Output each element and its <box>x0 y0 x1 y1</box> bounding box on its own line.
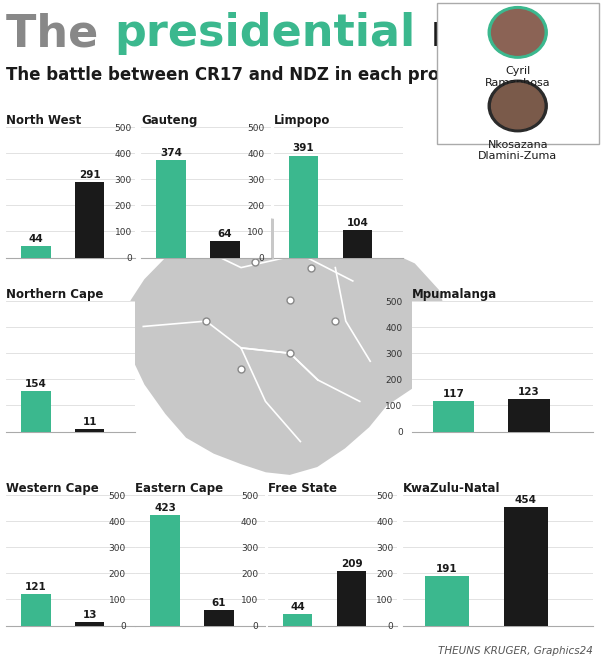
Circle shape <box>492 9 544 56</box>
Polygon shape <box>122 214 450 476</box>
Bar <box>21 246 51 258</box>
Bar <box>150 515 180 626</box>
Text: 291: 291 <box>79 169 101 179</box>
Bar <box>504 507 548 626</box>
Bar <box>21 594 51 626</box>
Text: 123: 123 <box>518 387 540 397</box>
Text: Mpumalanga: Mpumalanga <box>412 288 498 301</box>
Bar <box>283 614 312 626</box>
Bar <box>75 622 104 626</box>
Text: 454: 454 <box>515 495 537 505</box>
Bar <box>433 401 474 432</box>
Bar <box>21 391 51 432</box>
Text: The battle between CR17 and NDZ in each province: The battle between CR17 and NDZ in each … <box>6 66 489 84</box>
Text: 11: 11 <box>82 417 97 427</box>
Text: Eastern Cape: Eastern Cape <box>135 482 223 495</box>
Bar <box>210 241 240 258</box>
Text: North West: North West <box>6 114 81 127</box>
Text: KwaZulu-Natal: KwaZulu-Natal <box>403 482 501 495</box>
Bar <box>425 576 468 626</box>
Text: Nkosazana
Dlamini-Zuma: Nkosazana Dlamini-Zuma <box>478 140 557 161</box>
Text: presidential: presidential <box>114 12 415 55</box>
Text: 121: 121 <box>25 582 46 592</box>
Text: Cyril
Ramaphosa: Cyril Ramaphosa <box>485 66 551 88</box>
Text: 44: 44 <box>28 234 43 244</box>
Bar <box>157 160 186 258</box>
Text: 423: 423 <box>154 503 176 513</box>
Bar <box>204 609 234 626</box>
Text: 44: 44 <box>290 602 305 612</box>
FancyBboxPatch shape <box>437 3 598 145</box>
Circle shape <box>488 80 547 132</box>
Text: 191: 191 <box>436 563 458 573</box>
Text: 64: 64 <box>218 229 232 239</box>
Text: Northern Cape: Northern Cape <box>6 288 104 301</box>
Text: 61: 61 <box>212 597 226 607</box>
Circle shape <box>488 7 547 58</box>
Text: THEUNS KRUGER, Graphics24: THEUNS KRUGER, Graphics24 <box>438 646 593 656</box>
Text: 154: 154 <box>25 379 46 389</box>
Circle shape <box>492 83 544 128</box>
Text: Gauteng: Gauteng <box>141 114 198 127</box>
Text: 104: 104 <box>347 218 368 228</box>
Text: The: The <box>6 12 114 55</box>
Text: 209: 209 <box>341 559 362 569</box>
Text: race:: race: <box>415 12 557 55</box>
Text: 391: 391 <box>293 143 314 153</box>
Bar <box>337 571 366 626</box>
Text: 13: 13 <box>82 610 97 620</box>
Text: 117: 117 <box>443 389 465 399</box>
Text: 374: 374 <box>160 148 182 158</box>
Bar <box>508 399 550 432</box>
Text: Free State: Free State <box>268 482 337 495</box>
Bar <box>75 429 104 432</box>
Bar <box>343 230 372 258</box>
Text: Western Cape: Western Cape <box>6 482 99 495</box>
Bar <box>75 182 104 258</box>
Text: Limpopo: Limpopo <box>274 114 330 127</box>
Bar <box>289 156 318 258</box>
